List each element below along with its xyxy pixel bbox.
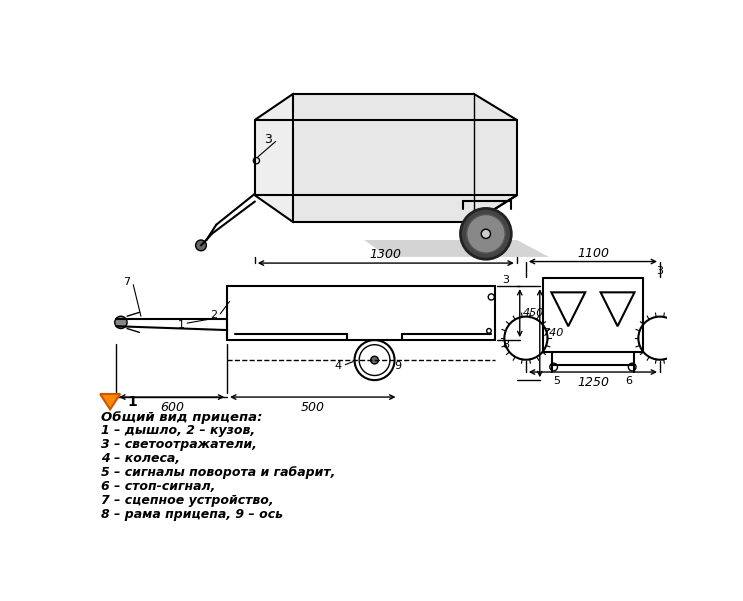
- Circle shape: [114, 316, 127, 329]
- Circle shape: [461, 209, 511, 259]
- Text: 1: 1: [127, 395, 137, 409]
- Polygon shape: [255, 94, 293, 222]
- Text: 3: 3: [502, 275, 510, 285]
- Text: 3: 3: [264, 133, 272, 147]
- Text: 7: 7: [123, 277, 131, 287]
- Text: 3: 3: [656, 266, 663, 276]
- Text: 8: 8: [502, 340, 510, 350]
- Text: 450: 450: [523, 308, 545, 318]
- Text: 1100: 1100: [577, 246, 609, 260]
- Text: 500: 500: [301, 401, 325, 413]
- Text: !: !: [108, 394, 113, 404]
- Circle shape: [195, 240, 207, 251]
- Polygon shape: [100, 394, 120, 409]
- Polygon shape: [364, 240, 549, 257]
- Text: 6: 6: [626, 376, 632, 386]
- Text: 1: 1: [178, 320, 184, 330]
- Text: 7 – сцепное устройство,: 7 – сцепное устройство,: [101, 494, 273, 507]
- Text: 6 – стоп-сигнал,: 6 – стоп-сигнал,: [101, 480, 215, 493]
- Text: 1300: 1300: [370, 248, 402, 261]
- Text: 4: 4: [334, 361, 341, 371]
- Text: 2: 2: [210, 311, 218, 320]
- Text: 600: 600: [160, 401, 184, 413]
- Text: 740: 740: [543, 328, 565, 338]
- Circle shape: [371, 356, 378, 364]
- Text: 5 – сигналы поворота и габарит,: 5 – сигналы поворота и габарит,: [101, 466, 335, 479]
- Text: 3 – светоотражатели,: 3 – светоотражатели,: [101, 438, 257, 451]
- Text: 1 – дышло, 2 – кузов,: 1 – дышло, 2 – кузов,: [101, 424, 255, 438]
- Text: 9: 9: [394, 361, 401, 371]
- Text: Общий вид прицепа:: Общий вид прицепа:: [101, 410, 262, 424]
- Text: 1250: 1250: [577, 376, 609, 388]
- Text: 4 – колеса,: 4 – колеса,: [101, 452, 180, 465]
- Text: 5: 5: [554, 376, 560, 386]
- Text: 8 – рама прицепа, 9 – ось: 8 – рама прицепа, 9 – ось: [101, 508, 283, 520]
- Polygon shape: [293, 94, 516, 222]
- Circle shape: [481, 229, 490, 239]
- Circle shape: [467, 215, 505, 253]
